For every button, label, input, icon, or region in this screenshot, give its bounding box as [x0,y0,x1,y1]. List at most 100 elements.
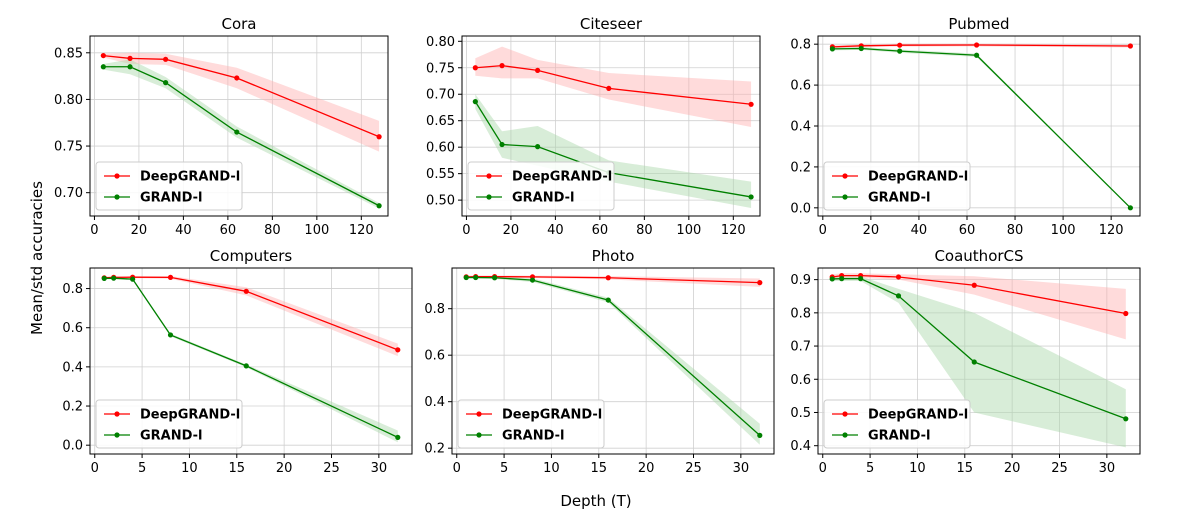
legend-marker [842,173,848,179]
y-tick-label: 0.75 [54,140,83,155]
x-tick-label: 40 [911,223,928,238]
data-point [839,276,845,282]
plot-frame [89,35,389,217]
data-point [234,129,240,135]
panel-pubmed: 0 20 40 60 80 100 120 0.0 0.2 0.4 0.6 0.8 Pubmed Deep… [790,15,1141,238]
x-tick-label: 80 [1007,223,1024,238]
confidence-band [466,275,760,287]
legend: DeepGRAND-l GRAND-l [95,399,243,449]
y-tick-label: 0.2 [424,442,445,457]
legend-label: DeepGRAND-l [502,408,602,423]
y-tick-label: 0.55 [426,167,455,182]
legend: DeepGRAND-l GRAND-l [457,399,605,449]
legend-label: GRAND-l [140,429,203,444]
x-tick-label: 25 [685,461,702,476]
panel-citeseer: 0 20 40 60 80 100 120 0.50 0.55 0.60 0.65 0.70 0.75 0… [426,15,761,238]
data-point [472,99,478,105]
data-point [971,282,977,288]
legend-label: GRAND-l [868,191,931,206]
x-tick-label: 40 [547,223,564,238]
x-tick-label: 0 [819,461,827,476]
x-tick-label: 20 [503,223,520,238]
confidence-band [104,276,398,357]
data-point [897,48,903,54]
data-point [606,85,612,92]
x-tick-label: 120 [349,223,374,238]
data-point [472,65,478,71]
x-tick-label: 80 [264,223,281,238]
confidence-band [832,276,1126,448]
y-tick-label: 0.6 [424,349,445,364]
legend-box [95,399,243,449]
data-point [829,276,835,282]
x-tick-label: 20 [638,461,655,476]
legend-label: DeepGRAND-l [868,408,968,423]
data-point [858,276,864,282]
confidence-band [832,273,1126,340]
x-tick-label: 15 [591,461,608,476]
y-tick-label: 0.80 [426,35,455,50]
data-point [127,64,133,70]
y-tick-label: 0.9 [790,273,811,288]
y-tick-label: 0.4 [62,360,83,375]
legend-marker [114,173,120,179]
legend-marker [476,411,482,417]
data-point [163,80,169,86]
confidence-band [104,277,398,443]
data-point [395,434,401,440]
confidence-band [475,46,752,128]
x-tick-label: 100 [304,223,329,238]
plot-frame [461,35,761,217]
x-tick-label: 20 [131,223,148,238]
x-tick-label: 25 [323,461,340,476]
x-tick-label: 60 [959,223,976,238]
x-tick-label: 15 [229,461,246,476]
x-tick-label: 60 [592,223,609,238]
x-tick-label: 0 [462,223,470,238]
data-point [1123,416,1129,422]
data-point [111,275,117,281]
x-tick-label: 100 [676,223,701,238]
x-tick-label: 0 [453,461,461,476]
y-tick-label: 0.85 [54,46,83,61]
data-point [535,144,541,150]
data-point [395,347,401,353]
confidence-band [475,94,752,209]
data-point [100,64,106,70]
y-tick-label: 0.6 [790,373,811,388]
legend-label: GRAND-l [140,191,203,206]
legend-label: DeepGRAND-l [868,170,968,185]
y-tick-label: 0.0 [790,201,811,216]
legend-label: DeepGRAND-l [512,170,612,185]
data-point [101,275,107,281]
y-tick-label: 0.8 [790,306,811,321]
legend: DeepGRAND-l GRAND-l [823,399,971,449]
y-tick-label: 0.60 [426,141,455,156]
data-point [971,359,977,365]
y-tick-label: 0.8 [424,302,445,317]
x-tick-label: 25 [1051,461,1068,476]
data-point [473,274,479,281]
legend-box [95,161,243,211]
data-point [535,67,541,74]
y-tick-label: 0.8 [790,38,811,53]
legend-marker [114,432,120,438]
data-point [829,46,836,52]
x-tick-label: 0 [90,223,98,238]
data-point [127,55,133,61]
x-tick-label: 40 [175,223,192,238]
data-point [163,56,169,62]
x-tick-label: 5 [500,461,508,476]
data-point [463,274,469,281]
data-point [499,141,505,148]
legend: DeepGRAND-l GRAND-l [823,161,971,211]
x-tick-label: 20 [1004,461,1021,476]
legend-label: GRAND-l [868,429,931,444]
data-point [895,293,902,299]
panel-title: Photo [592,247,635,265]
plot-frame [89,267,413,455]
y-tick-label: 0.0 [62,439,83,454]
y-tick-label: 0.70 [426,88,455,103]
data-point [492,275,498,281]
x-tick-label: 0 [819,223,827,238]
